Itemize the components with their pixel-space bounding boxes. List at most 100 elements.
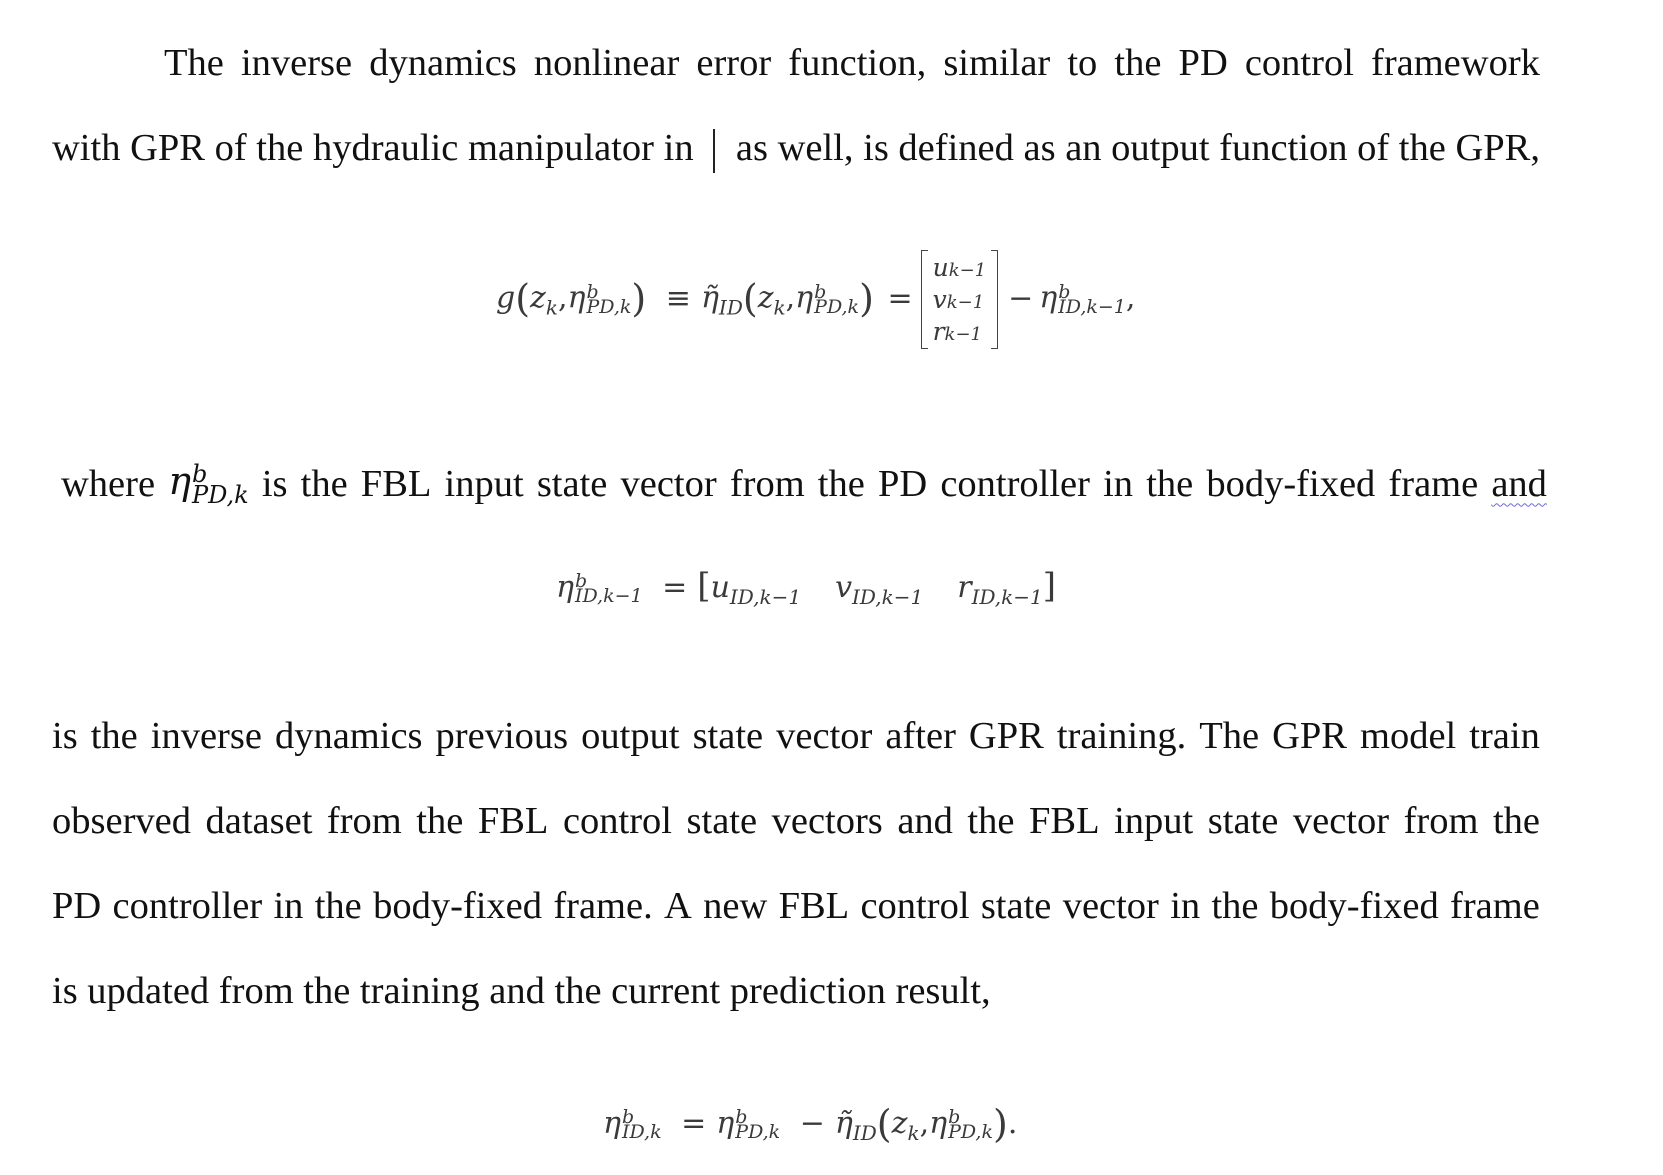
- math-bracket: [: [697, 566, 711, 606]
- math-subscript: PD,k: [191, 481, 249, 509]
- word: dynamics: [369, 42, 517, 84]
- word: from: [326, 800, 402, 842]
- math-subscript: k: [545, 295, 558, 320]
- word: from: [1403, 800, 1479, 842]
- word: output: [581, 715, 680, 757]
- vector-entry: u: [710, 570, 730, 605]
- math-superscript: b: [1058, 280, 1071, 303]
- justified-line: observed dataset from the FBL control state vec…: [52, 802, 1540, 841]
- word: training.: [1056, 715, 1187, 757]
- math-operator: −: [799, 1106, 825, 1141]
- math-subscript: ID: [852, 1121, 877, 1145]
- math-operator: −: [1008, 280, 1034, 316]
- math-paren: (: [515, 276, 531, 321]
- word: the: [300, 463, 348, 506]
- paragraph-where-line: where η b PD,k is the FBL input state vector fro…: [61, 462, 1547, 507]
- word: The: [164, 42, 224, 84]
- math-symbol: η: [929, 1106, 948, 1141]
- inline-math-eta-pd: η b PD,k: [168, 462, 249, 507]
- math-superscript: b: [948, 1106, 961, 1128]
- word: framework: [1371, 42, 1540, 84]
- word: train: [1469, 715, 1540, 757]
- math-subscript: ID: [718, 295, 743, 320]
- math-script: b PD,k: [814, 282, 859, 317]
- matrix-entry: vk−1: [932, 284, 985, 314]
- word: input: [444, 463, 524, 506]
- text-segment: as well, is defined as an output functio…: [735, 127, 1540, 169]
- word: FBL: [1028, 800, 1100, 842]
- word: body-fixed: [373, 885, 543, 927]
- paragraph-body-line4: is updated from the training and the cur…: [52, 972, 1540, 1011]
- math-symbol: g: [496, 280, 516, 316]
- grammar-flagged-word[interactable]: and: [1491, 463, 1547, 506]
- state-matrix: uk−1 vk−1 rk−1: [920, 250, 999, 350]
- word: the: [90, 715, 138, 757]
- word: GPR: [968, 715, 1044, 757]
- math-symbol: η̃: [700, 280, 719, 316]
- vector-entry: v: [835, 570, 853, 605]
- word: in: [1170, 885, 1201, 927]
- word: vector: [620, 463, 717, 506]
- word: PD: [877, 463, 928, 506]
- word: the: [967, 800, 1015, 842]
- math-script: b PD,k: [586, 280, 632, 317]
- math-symbol: η: [567, 280, 586, 316]
- vector-items: uID,k−1 vID,k−1 rID,k−1: [710, 570, 1043, 609]
- math-symbol: η̃: [834, 1106, 853, 1141]
- math-symbol: η: [556, 570, 574, 605]
- word: the: [314, 885, 362, 927]
- word: from: [729, 463, 805, 506]
- word: control: [1244, 42, 1354, 84]
- math-symbol: η: [716, 1106, 735, 1141]
- paragraph-body-line1: is the inverse dynamics previous output state v…: [52, 717, 1540, 756]
- math-punctuation: .: [1007, 1106, 1018, 1141]
- word: vector: [776, 715, 873, 757]
- word: control: [562, 800, 673, 842]
- math-punctuation: ,: [1125, 280, 1136, 316]
- word: PD: [1178, 42, 1228, 84]
- math-symbol: η: [168, 459, 191, 503]
- paragraph-intro-line2: with GPR of the hydraulic manipulator in…: [52, 129, 1540, 173]
- paragraph-intro-line1: The inverse dynamics nonlinear error function…: [52, 44, 1540, 83]
- word: body-fixed: [1206, 463, 1376, 506]
- word: frame: [1388, 463, 1479, 506]
- math-symbol: z: [891, 1106, 908, 1141]
- word: model: [1360, 715, 1457, 757]
- word: PD: [52, 885, 102, 927]
- math-operator: =: [681, 1106, 707, 1141]
- equation-error-function: g(zk,η b PD,k) ≡ η̃ID(zk,η b PD,k) = uk−1 vk−1 r…: [496, 250, 1136, 350]
- word: FBL: [778, 885, 850, 927]
- paragraph-body-line2: observed dataset from the FBL control state vec…: [52, 802, 1540, 841]
- math-superscript: b: [586, 280, 599, 303]
- word: controller: [112, 885, 263, 927]
- word: similar: [943, 42, 1051, 84]
- vector-entry: r: [957, 570, 972, 605]
- word: control: [860, 885, 970, 927]
- word: error: [696, 42, 772, 84]
- word: FBL: [477, 800, 549, 842]
- math-subscript: ID,k: [621, 1121, 662, 1143]
- math-paren: (: [876, 1102, 892, 1146]
- text-cursor[interactable]: [712, 129, 715, 173]
- word: the: [817, 463, 865, 506]
- math-script: b ID,k: [622, 1108, 662, 1142]
- math-symbol: η: [795, 280, 814, 316]
- math-script: b ID,k−1: [575, 572, 643, 606]
- math-paren: ): [993, 1102, 1008, 1146]
- word: inverse: [240, 42, 353, 84]
- math-superscript: b: [735, 1106, 748, 1128]
- word: input: [1114, 800, 1194, 842]
- word: to: [1067, 42, 1098, 84]
- word: vector: [1292, 800, 1390, 842]
- justified-line: is the inverse dynamics previous output state v…: [52, 717, 1540, 756]
- word: the: [1114, 42, 1162, 84]
- justified-line: where η b PD,k is the FBL input state vector fro…: [61, 462, 1547, 507]
- word: A: [664, 885, 692, 927]
- math-subscript: PD,k: [735, 1121, 781, 1143]
- math-symbol: z: [530, 280, 546, 316]
- word: state: [980, 885, 1052, 927]
- word: function,: [788, 42, 927, 84]
- word: new: [703, 885, 768, 927]
